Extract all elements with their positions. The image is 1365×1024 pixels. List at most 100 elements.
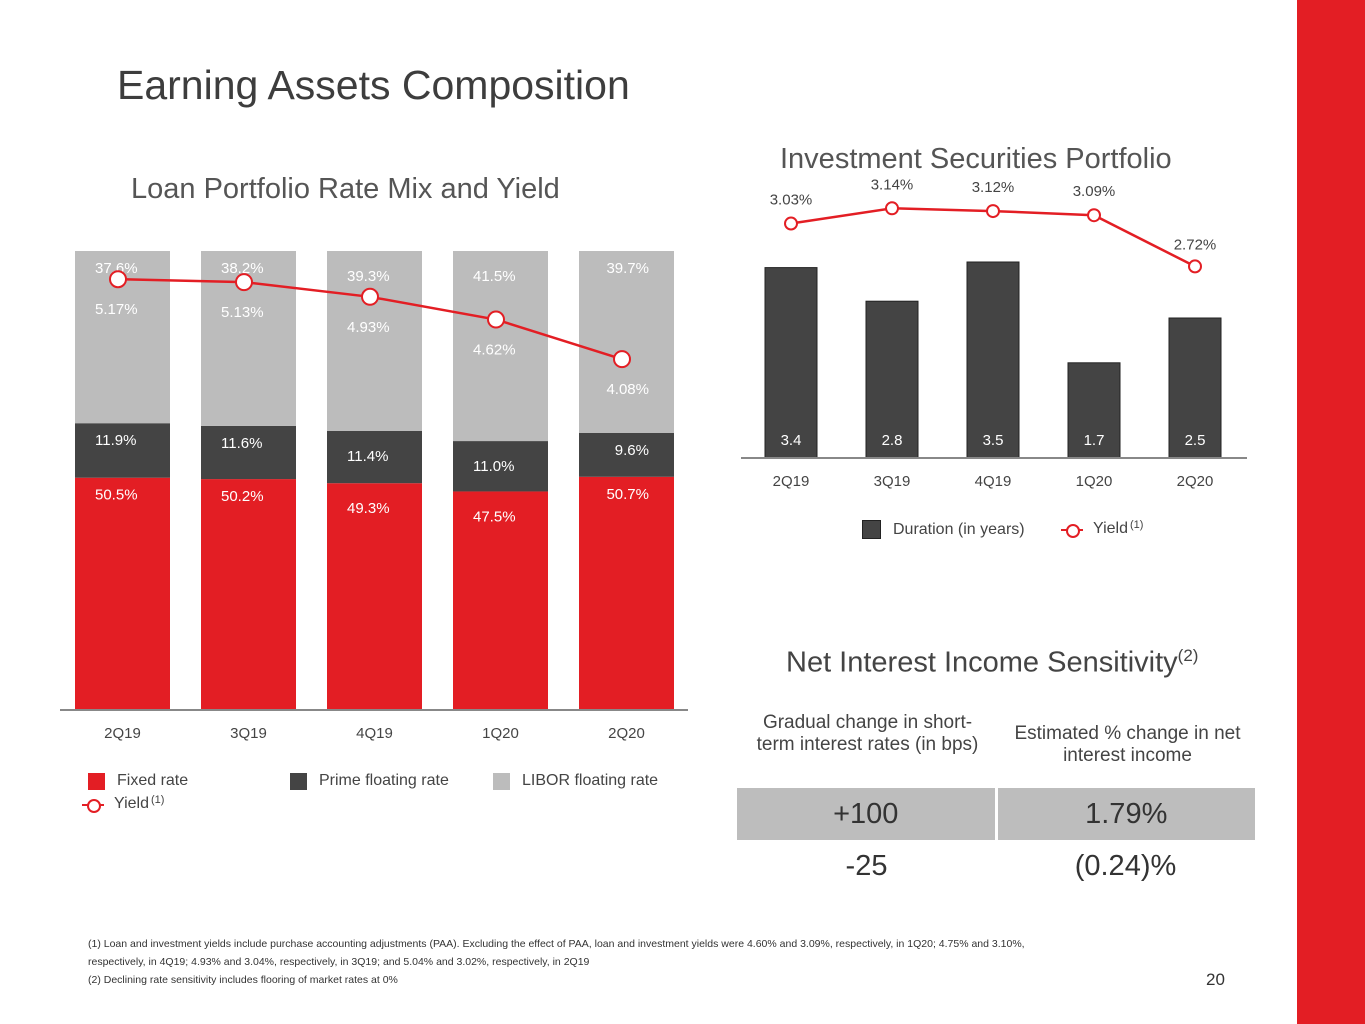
yield-point: [487, 310, 505, 329]
bar-data-label: 41.5%: [473, 268, 516, 285]
nii-income-change: (0.24)%: [1074, 850, 1177, 882]
bar-data-label: 37.6%: [95, 260, 138, 277]
duration-bar: [865, 300, 919, 459]
yield-data-label: 5.13%: [221, 304, 264, 321]
bar-data-label: 39.7%: [606, 260, 649, 277]
x-tick-label: 4Q19: [356, 725, 393, 742]
bar-data-label: 50.2%: [221, 488, 264, 505]
bar-data-label: 39.3%: [347, 268, 390, 285]
libor-rate-swatch-icon: [493, 772, 510, 790]
bar-data-label: 38.2%: [221, 260, 264, 277]
bar-segment-libor-floating-rate: [453, 251, 548, 442]
yield-data-label: 4.62%: [473, 342, 516, 359]
legend-libor-rate: LIBOR floating rate: [493, 772, 658, 790]
nii-title-text: Net Interest Income Sensitivity: [786, 646, 1178, 679]
bar-data-label: 11.9%: [95, 432, 136, 449]
yield-data-label: 2.72%: [1174, 236, 1217, 253]
x-tick-label: 1Q20: [1076, 473, 1113, 490]
investment-chart: 3.4 2Q19 2.8 3Q19 3.5 4Q19 1.7 1Q20 2.5 2Q20 3.03%…: [741, 176, 1247, 490]
yield-point: [1087, 208, 1101, 223]
yield-data-label: 4.93%: [347, 319, 390, 336]
bar-segment-prime-floating-rate: [327, 430, 422, 484]
x-tick-label: 3Q19: [874, 473, 911, 490]
bar-data-label: 11.0%: [473, 458, 514, 475]
yield-point: [986, 204, 1000, 219]
duration-bar: [966, 261, 1020, 459]
yield-point: [235, 273, 253, 292]
legend-loan-yield-note: (1): [150, 794, 165, 806]
x-tick-label: 2Q19: [773, 473, 810, 490]
duration-data-label: 3.5: [983, 432, 1004, 449]
yield-data-label: 3.14%: [871, 176, 914, 193]
bar-segment-fixed-rate: [75, 477, 170, 709]
bar-data-label: 11.4%: [347, 448, 388, 465]
footnote-1-continued: respectively, in 4Q19; 4.93% and 3.04%, …: [88, 956, 590, 968]
yield-point: [361, 287, 379, 306]
yield-point: [885, 201, 899, 216]
duration-data-label: 1.7: [1084, 432, 1105, 449]
legend-investment-yield-note: (1): [1129, 519, 1144, 531]
legend-duration-label: Duration (in years): [893, 520, 1025, 538]
nii-title-note: (2): [1177, 646, 1199, 665]
fixed-rate-swatch-icon: [88, 772, 105, 790]
prime-rate-swatch-icon: [290, 772, 307, 790]
investment-chart-subtitle: Investment Securities Portfolio: [780, 143, 1172, 175]
x-tick-label: 4Q19: [975, 473, 1012, 490]
footnote-1: (1) Loan and investment yields include p…: [88, 938, 1025, 950]
yield-data-label: 3.03%: [770, 192, 813, 209]
legend-investment-yield: Yield (1): [1061, 519, 1144, 538]
duration-bar: [1067, 362, 1121, 459]
legend-fixed-rate: Fixed rate: [88, 772, 188, 790]
legend-duration: Duration (in years): [862, 520, 1025, 539]
duration-swatch-icon: [862, 520, 881, 539]
bar-data-label: 47.5%: [473, 508, 516, 525]
x-tick-label: 2Q20: [1177, 473, 1214, 490]
legend-investment-yield-label: Yield: [1093, 520, 1128, 537]
duration-bar: [1168, 317, 1222, 459]
nii-row: +100 1.79%: [737, 788, 1255, 840]
yield-point: [109, 270, 127, 289]
nii-row: -25 (0.24)%: [737, 840, 1255, 892]
duration-bar: [764, 267, 818, 459]
x-tick-label: 2Q19: [104, 725, 141, 742]
bar-data-label: 11.6%: [221, 435, 262, 452]
bar-segment-prime-floating-rate: [579, 432, 674, 477]
legend-loan-yield-label: Yield: [114, 795, 149, 812]
nii-rate-change: -25: [845, 850, 888, 882]
yield-data-label: 5.17%: [95, 301, 138, 318]
loan-chart-subtitle: Loan Portfolio Rate Mix and Yield: [131, 173, 560, 205]
brand-side-bar: [1297, 0, 1365, 1024]
bar-segment-fixed-rate: [201, 479, 296, 709]
bar-data-label: 50.5%: [95, 487, 138, 504]
bar-segment-fixed-rate: [327, 483, 422, 709]
nii-header-rate-change: Gradual change in short-term interest ra…: [756, 712, 979, 755]
bar-segment-fixed-rate: [453, 491, 548, 709]
bar-segment-fixed-rate: [579, 476, 674, 709]
footnote-2: (2) Declining rate sensitivity includes …: [88, 974, 398, 986]
x-tick-label: 1Q20: [482, 725, 519, 742]
yield-line-marker-icon: [82, 796, 104, 813]
x-tick-label: 3Q19: [230, 725, 267, 742]
nii-income-change: 1.79%: [1085, 798, 1168, 830]
bar-segment-prime-floating-rate: [75, 423, 170, 478]
bar-data-label: 49.3%: [347, 500, 390, 517]
yield-line-marker-icon: [1061, 521, 1083, 538]
x-tick-label: 2Q20: [608, 725, 645, 742]
yield-data-label: 3.12%: [972, 179, 1015, 196]
legend-fixed-rate-label: Fixed rate: [117, 772, 189, 789]
duration-data-label: 2.5: [1185, 432, 1206, 449]
yield-data-label: 3.09%: [1073, 183, 1116, 200]
bar-segment-prime-floating-rate: [453, 441, 548, 492]
duration-data-label: 2.8: [882, 432, 903, 449]
duration-data-label: 3.4: [781, 432, 802, 449]
yield-point: [784, 216, 798, 231]
nii-title: Net Interest Income Sensitivity(2): [786, 646, 1198, 680]
loan-chart: 50.5% 11.9% 37.6% 2Q19 50.2% 11.6% 38.2% 3Q19 49…: [60, 251, 688, 742]
page-title: Earning Assets Composition: [117, 62, 630, 108]
bar-segment-libor-floating-rate: [579, 251, 674, 433]
bar-data-label: 9.6%: [615, 442, 649, 459]
bar-segment-prime-floating-rate: [201, 425, 296, 480]
yield-point: [1188, 259, 1202, 274]
bar-data-label: 50.7%: [606, 486, 649, 503]
yield-data-label: 4.08%: [606, 381, 649, 398]
